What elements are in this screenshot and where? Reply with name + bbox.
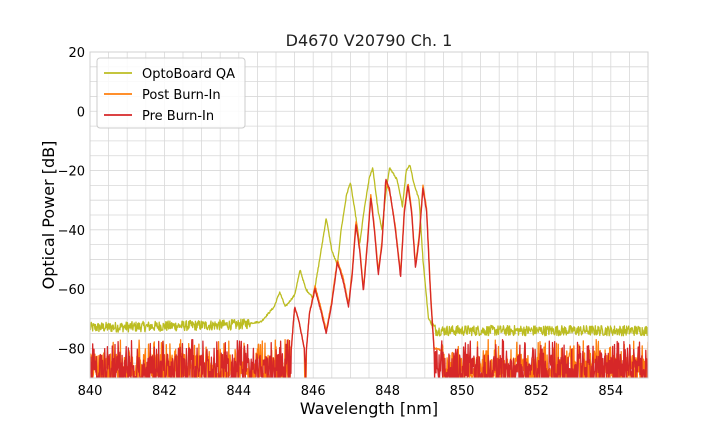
- x-tick-labels: 840 842 844 846 848 850 852 854: [78, 384, 624, 399]
- legend-label: Post Burn-In: [142, 88, 221, 103]
- y-tick-label: 0: [77, 105, 85, 120]
- x-tick-label: 844: [226, 384, 251, 399]
- y-tick-label: −20: [58, 165, 85, 180]
- x-tick-label: 850: [450, 384, 475, 399]
- legend-label: OptoBoard QA: [142, 67, 235, 82]
- x-tick-label: 846: [301, 384, 326, 399]
- x-tick-label: 852: [524, 384, 549, 399]
- x-tick-label: 854: [598, 384, 623, 399]
- y-axis-label: Optical Power [dB]: [39, 141, 58, 290]
- chart-title: D4670 V20790 Ch. 1: [286, 31, 453, 50]
- x-tick-label: 848: [375, 384, 400, 399]
- plot-frame: [89, 51, 649, 379]
- legend-box: [96, 57, 246, 129]
- series-line-3: [90, 178, 648, 378]
- x-tick-label: 842: [152, 384, 177, 399]
- y-tick-label: −40: [58, 224, 85, 239]
- x-axis-label: Wavelength [nm]: [300, 399, 438, 418]
- series-line-1: [90, 164, 648, 337]
- y-tick-labels: −80 −60 −40 −20 0 20: [58, 46, 85, 357]
- y-tick-label: 20: [68, 46, 85, 61]
- legend: OptoBoard QA Post Burn-In Pre Burn-In: [96, 57, 246, 129]
- legend-label: Pre Burn-In: [142, 109, 214, 124]
- x-tick-label: 840: [78, 384, 103, 399]
- y-tick-label: −60: [58, 283, 85, 298]
- series-layer: [90, 164, 648, 378]
- y-tick-label: −80: [58, 342, 85, 357]
